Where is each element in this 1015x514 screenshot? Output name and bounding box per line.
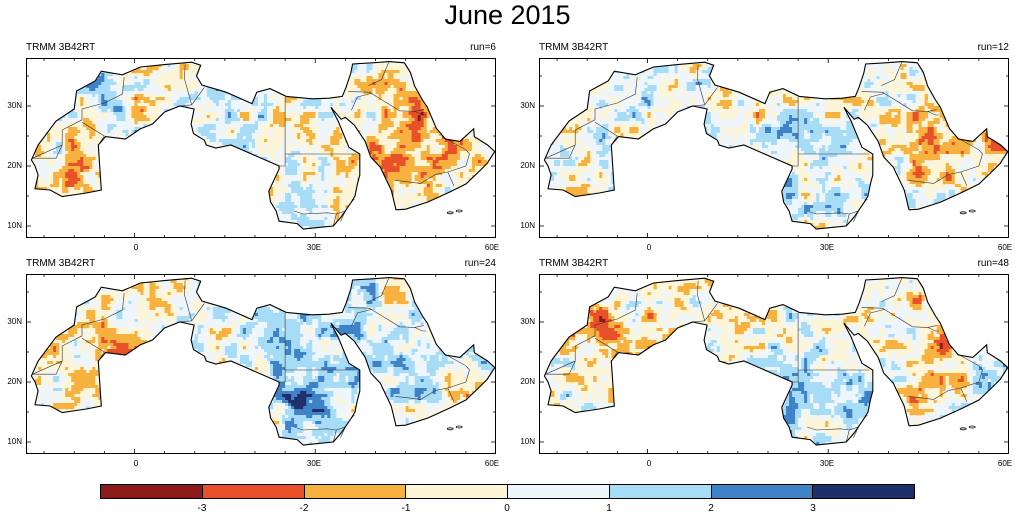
- lon-tick-label: 30E: [812, 459, 842, 468]
- map-frame: [26, 274, 496, 454]
- colorbar-swatch: [609, 485, 712, 498]
- lat-tick-label: 30N: [4, 317, 22, 326]
- lon-tick-label: 30E: [299, 243, 329, 252]
- colorbar: [100, 484, 915, 499]
- lat-tick-label: 10N: [4, 221, 22, 230]
- island-outline: [968, 209, 976, 213]
- precip-field: [544, 277, 1008, 445]
- island-outline: [455, 209, 463, 213]
- lat-tick-label: 30N: [517, 101, 535, 110]
- lon-tick-label: 0: [121, 459, 151, 468]
- coastline: [30, 277, 496, 446]
- colorbar-swatch: [101, 485, 203, 498]
- island-outline: [968, 425, 976, 429]
- lon-tick-label: 30E: [812, 243, 842, 252]
- map-panel-run48: TRMM 3B42RT run=48 30N 20N 10N 0 30E 60E: [520, 258, 1012, 468]
- lat-tick-label: 10N: [517, 221, 535, 230]
- map-border: [539, 274, 1009, 454]
- island-outline: [446, 427, 454, 431]
- axis-ticks: [26, 274, 496, 454]
- panel-product-label: TRMM 3B42RT: [539, 42, 608, 54]
- colorbar-swatch: [711, 485, 814, 498]
- lat-tick-label: 20N: [4, 161, 22, 170]
- axis-ticks: [26, 58, 496, 238]
- lon-tick-label: 60E: [990, 243, 1015, 252]
- colorbar-swatch: [202, 485, 305, 498]
- axis-ticks: [539, 58, 1009, 238]
- figure-title: June 2015: [0, 0, 1015, 30]
- map-border: [26, 58, 496, 238]
- colorbar-swatch: [508, 485, 610, 498]
- lon-tick-label: 60E: [477, 243, 507, 252]
- lat-tick-label: 20N: [517, 161, 535, 170]
- lon-tick-label: 60E: [990, 459, 1015, 468]
- lon-tick-label: 60E: [477, 459, 507, 468]
- panel-product-label: TRMM 3B42RT: [26, 42, 95, 54]
- map-frame: [26, 58, 496, 238]
- map-panel-run6: TRMM 3B42RT run=6 30N 20N 10N 0 30E 60E: [7, 42, 499, 252]
- lon-tick-label: 0: [121, 243, 151, 252]
- panel-run-label: run=48: [978, 258, 1009, 270]
- lon-tick-label: 30E: [299, 459, 329, 468]
- colorbar-label: -2: [294, 503, 314, 514]
- island-outline: [959, 211, 967, 215]
- lat-tick-label: 20N: [4, 377, 22, 386]
- lon-tick-label: 0: [634, 243, 664, 252]
- lat-tick-label: 30N: [4, 101, 22, 110]
- colorbar-swatch: [406, 485, 508, 498]
- panel-run-label: run=24: [465, 258, 496, 270]
- panel-run-label: run=6: [470, 42, 496, 54]
- coastline: [543, 277, 1009, 446]
- precip-field: [31, 61, 495, 229]
- panel-product-label: TRMM 3B42RT: [26, 258, 95, 270]
- colorbar-swatch: [813, 485, 914, 498]
- map-border: [26, 274, 496, 454]
- panel-product-label: TRMM 3B42RT: [539, 258, 608, 270]
- colorbar-swatch: [304, 485, 407, 498]
- map-border: [539, 58, 1009, 238]
- colorbar-label: 0: [497, 503, 517, 514]
- country-borders: [545, 278, 983, 443]
- precip-map: [26, 274, 496, 454]
- island-outline: [455, 425, 463, 429]
- island-outline: [446, 211, 454, 215]
- precip-map: [26, 58, 496, 238]
- coastline: [30, 61, 496, 230]
- island-outline: [959, 427, 967, 431]
- precip-field: [31, 277, 495, 445]
- colorbar-label: -3: [192, 503, 212, 514]
- panel-run-label: run=12: [978, 42, 1009, 54]
- axis-ticks: [539, 274, 1009, 454]
- colorbar-label: 3: [803, 503, 823, 514]
- map-frame: [539, 58, 1009, 238]
- precip-map: [539, 58, 1009, 238]
- map-panel-run12: TRMM 3B42RT run=12 30N 20N 10N 0 30E 60E: [520, 42, 1012, 252]
- lat-tick-label: 10N: [4, 437, 22, 446]
- map-panel-run24: TRMM 3B42RT run=24 30N 20N 10N 0 30E 60E: [7, 258, 499, 468]
- colorbar-label: 1: [599, 503, 619, 514]
- coastline: [543, 61, 1009, 230]
- colorbar-label: -1: [396, 503, 416, 514]
- lon-tick-label: 0: [634, 459, 664, 468]
- precip-field: [544, 61, 1008, 229]
- lat-tick-label: 20N: [517, 377, 535, 386]
- colorbar-label: 2: [701, 503, 721, 514]
- map-frame: [539, 274, 1009, 454]
- precip-map: [539, 274, 1009, 454]
- lat-tick-label: 30N: [517, 317, 535, 326]
- lat-tick-label: 10N: [517, 437, 535, 446]
